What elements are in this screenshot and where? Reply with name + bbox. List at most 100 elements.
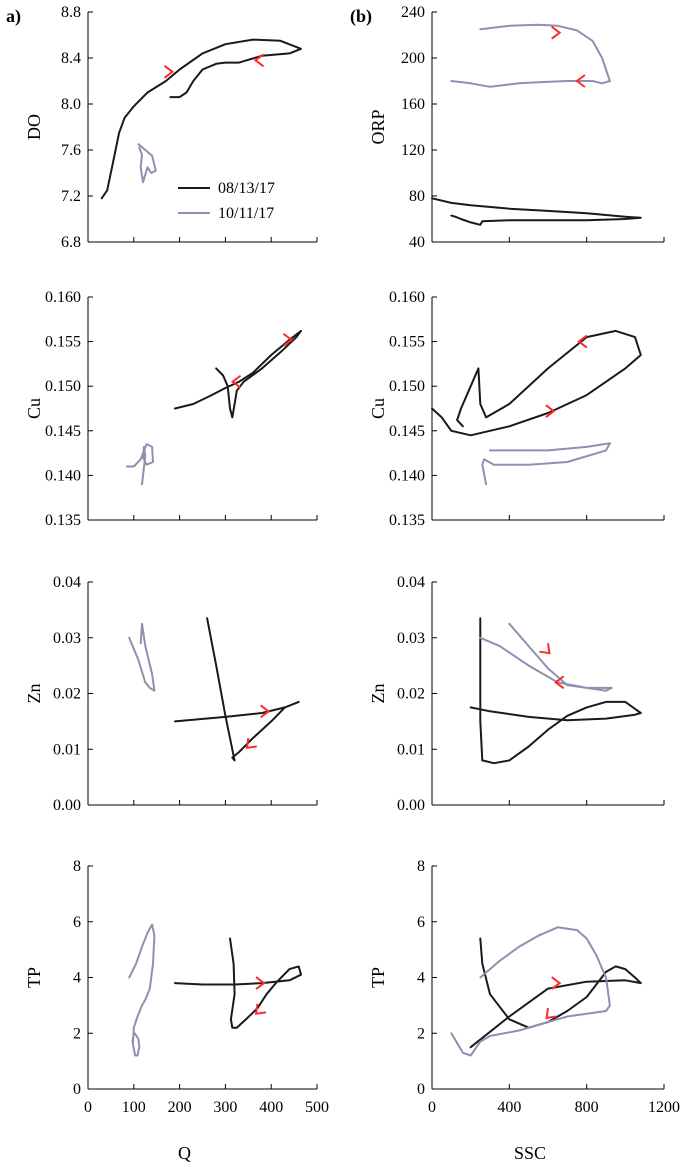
y-tick-label: 0.160 [389,289,425,306]
series-line-10-11-17 [450,926,611,1057]
y-tick-label: 0.01 [53,741,81,758]
legend-label: 10/11/17 [218,205,274,222]
direction-arrow [255,976,266,990]
x-tick-label: 300 [213,1099,237,1116]
chart-panel-b-ORP: 40 80 120 160 200 240 ORP [368,4,665,251]
chart-panel-b-TP: 0 2 4 6 8 0 400 800 1200 TP SSC [368,858,680,1163]
chart-panel-b-Cu: 0.135 0.140 0.145 0.150 0.155 0.160 Cu [368,289,665,529]
direction-arrow [545,1007,557,1020]
y-tick-label: 8.0 [61,96,81,113]
x-axis-label: SSC [514,1143,546,1163]
direction-arrow [260,704,271,719]
direction-arrow [551,976,562,990]
x-tick-label: 500 [305,1099,329,1116]
series-line-08-13-17 [174,937,302,1029]
y-axis-label: Cu [24,398,44,419]
y-axis-label: Zn [24,684,44,704]
legend-label: 08/13/17 [218,180,275,197]
y-axis-label: DO [24,114,44,140]
y-tick-label: 7.6 [61,142,81,159]
y-tick-label: 8 [73,858,81,875]
direction-arrow [282,333,294,347]
y-tick-label: 4 [417,970,425,987]
legend: 08/13/17 10/11/17 [178,180,275,222]
y-tick-label: 4 [73,970,81,987]
y-tick-label: 0.140 [45,467,81,484]
y-tick-label: 6 [417,914,425,931]
x-tick-label: 800 [575,1099,599,1116]
y-tick-label: 0.145 [389,423,425,440]
series-line-10-11-17 [137,143,157,184]
x-axis-label: Q [178,1143,191,1163]
y-tick-label: 0.140 [389,467,425,484]
y-tick-label: 0.150 [389,378,425,395]
y-axis-label: TP [368,967,388,988]
y-tick-label: 6.8 [61,234,81,251]
x-tick-label: 100 [122,1099,146,1116]
chart-panel-b-Zn: 0.00 0.01 0.02 0.03 0.04 Zn [368,574,665,814]
chart-panel-a-TP: 0 2 4 6 8 0 100 200 300 400 500 TP Q [24,858,329,1163]
y-tick-label: 0.03 [53,630,81,647]
x-tick-label: 0 [84,1099,92,1116]
direction-arrow [554,675,565,690]
series-line-08-13-17 [469,937,642,1049]
y-tick-label: 40 [409,234,425,251]
y-tick-label: 0.150 [45,378,81,395]
series-line-08-13-17 [100,38,302,200]
y-tick-label: 200 [401,50,425,67]
y-tick-label: 0.155 [389,334,425,351]
y-tick-label: 240 [401,4,425,21]
y-tick-label: 0.04 [53,574,81,591]
series-line-10-11-17 [128,622,156,692]
y-tick-label: 7.2 [61,188,81,205]
series-line-10-11-17 [481,442,611,486]
y-tick-label: 0.145 [45,423,81,440]
y-tick-label: 8 [417,858,425,875]
x-tick-label: 1200 [648,1099,680,1116]
series-line-10-11-17 [479,622,613,692]
panel-label-left: a) [6,6,21,27]
x-tick-label: 0 [428,1099,436,1116]
y-axis-label: Cu [368,398,388,419]
series-line-10-11-17 [128,923,156,1057]
direction-arrow [575,74,586,88]
x-tick-label: 400 [497,1099,521,1116]
y-tick-label: 2 [73,1025,81,1042]
y-tick-label: 2 [417,1025,425,1042]
y-tick-label: 0.155 [45,334,81,351]
series-line-08-13-17 [174,329,302,419]
y-tick-label: 0.00 [53,797,81,814]
y-axis-label: Zn [368,684,388,704]
direction-arrow [230,374,242,389]
series-line-08-13-17 [174,617,300,762]
series-line-08-13-17 [431,329,642,437]
y-tick-label: 6 [73,914,81,931]
chart-panel-a-DO: 6.8 7.2 7.6 8.0 8.4 8.8 DO [24,4,318,251]
y-axis-label: ORP [368,109,388,144]
chart-panel-a-Zn: 0.00 0.01 0.02 0.03 0.04 Zn [24,574,318,814]
y-tick-label: 80 [409,188,425,205]
direction-arrow [545,404,556,418]
direction-arrow [163,65,175,79]
direction-arrow [577,334,588,349]
series-line-08-13-17 [469,617,642,765]
y-tick-label: 0.02 [397,686,425,703]
y-tick-label: 0.04 [397,574,425,591]
chart-panel-a-Cu: 0.135 0.140 0.145 0.150 0.155 0.160 Cu [24,289,318,529]
y-tick-label: 0.135 [389,512,425,529]
x-tick-label: 200 [168,1099,192,1116]
panel-label-right: (b) [350,6,372,27]
series-line-10-11-17 [450,23,611,88]
direction-arrow [539,643,551,655]
y-tick-label: 0.01 [397,741,425,758]
y-tick-label: 0.02 [53,686,81,703]
direction-arrow [551,25,562,40]
direction-arrow [245,737,257,750]
y-tick-label: 160 [401,96,425,113]
series-line-10-11-17 [125,443,154,486]
y-axis-label: TP [24,967,44,988]
y-tick-label: 0.03 [397,630,425,647]
direction-arrow [254,1003,267,1015]
direction-arrow [253,53,265,68]
